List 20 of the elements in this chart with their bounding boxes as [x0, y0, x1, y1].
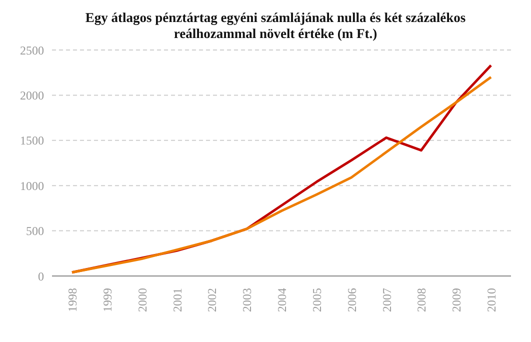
chart-title: Egy átlagos pénztártag egyéni számlájának nulla és két százalékos reálhozammal növelt értéke (m Ft.): [84, 9, 467, 42]
x-tick-label: 2005: [310, 288, 324, 312]
y-tick-label: 1000: [20, 178, 44, 193]
x-tick-label: 2001: [170, 288, 184, 312]
x-tick-label: 2010: [484, 288, 499, 312]
x-tick-label: 1998: [66, 288, 80, 312]
x-tick-label: 2004: [275, 288, 290, 312]
y-tick-label: 1500: [20, 134, 44, 148]
y-tick-label: 2500: [20, 43, 44, 58]
x-tick-label: 2007: [380, 288, 394, 312]
y-tick-label: 2000: [20, 88, 44, 102]
x-tick-label: 2009: [450, 288, 464, 312]
x-tick-label: 1999: [100, 288, 114, 312]
x-tick-label: 2000: [135, 288, 150, 312]
x-tick-label: 2003: [240, 288, 254, 312]
x-tick-label: 2006: [344, 288, 359, 312]
y-tick-label: 500: [26, 224, 44, 238]
x-tick-label: 2008: [414, 288, 429, 312]
y-tick-label: 0: [38, 269, 44, 284]
x-tick-label: 2002: [205, 288, 220, 312]
